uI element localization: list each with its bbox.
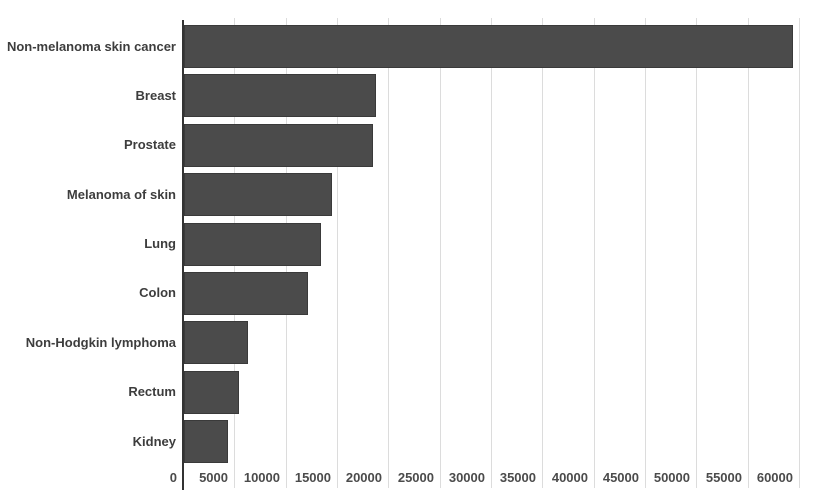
gridline — [748, 18, 749, 488]
bar-colon — [184, 272, 308, 315]
category-label: Breast — [135, 88, 176, 103]
gridline — [799, 18, 800, 488]
x-tick-label: 15000 — [294, 470, 331, 485]
bar-prostate — [184, 124, 373, 167]
x-tick-label: 50000 — [653, 470, 690, 485]
gridline — [645, 18, 646, 488]
gridline — [696, 18, 697, 488]
category-label: Kidney — [132, 434, 176, 449]
bar-rectum — [184, 371, 239, 414]
x-tick-label: 60000 — [756, 470, 793, 485]
bar-non-melanoma-skin-cancer — [184, 25, 793, 68]
bar-melanoma-of-skin — [184, 173, 332, 216]
category-label: Prostate — [123, 137, 176, 152]
bar-non-hodgkin-lymphoma — [184, 321, 248, 364]
gridline — [594, 18, 595, 488]
category-label: Non-melanoma skin cancer — [6, 39, 176, 54]
category-label: Non-Hodgkin lymphoma — [25, 335, 176, 350]
gridline — [337, 18, 338, 488]
category-label: Melanoma of skin — [66, 187, 176, 202]
x-tick-label: 5000 — [199, 470, 228, 485]
bar-lung — [184, 223, 321, 266]
x-tick-label: 35000 — [499, 470, 536, 485]
gridline — [542, 18, 543, 488]
x-tick-label: 55000 — [705, 470, 742, 485]
category-label: Rectum — [128, 384, 176, 399]
bar-breast — [184, 74, 376, 117]
x-tick-label: 30000 — [448, 470, 485, 485]
x-tick-label: 25000 — [397, 470, 434, 485]
bar-kidney — [184, 420, 228, 463]
y-axis-line — [182, 20, 184, 490]
gridline — [440, 18, 441, 488]
x-tick-label: 0 — [169, 470, 177, 485]
x-tick-label: 20000 — [345, 470, 382, 485]
x-tick-label: 10000 — [243, 470, 280, 485]
gridline — [388, 18, 389, 488]
category-label: Lung — [144, 236, 176, 251]
x-tick-label: 40000 — [551, 470, 588, 485]
gridline — [491, 18, 492, 488]
x-tick-label: 45000 — [602, 470, 639, 485]
category-label: Colon — [139, 285, 176, 300]
